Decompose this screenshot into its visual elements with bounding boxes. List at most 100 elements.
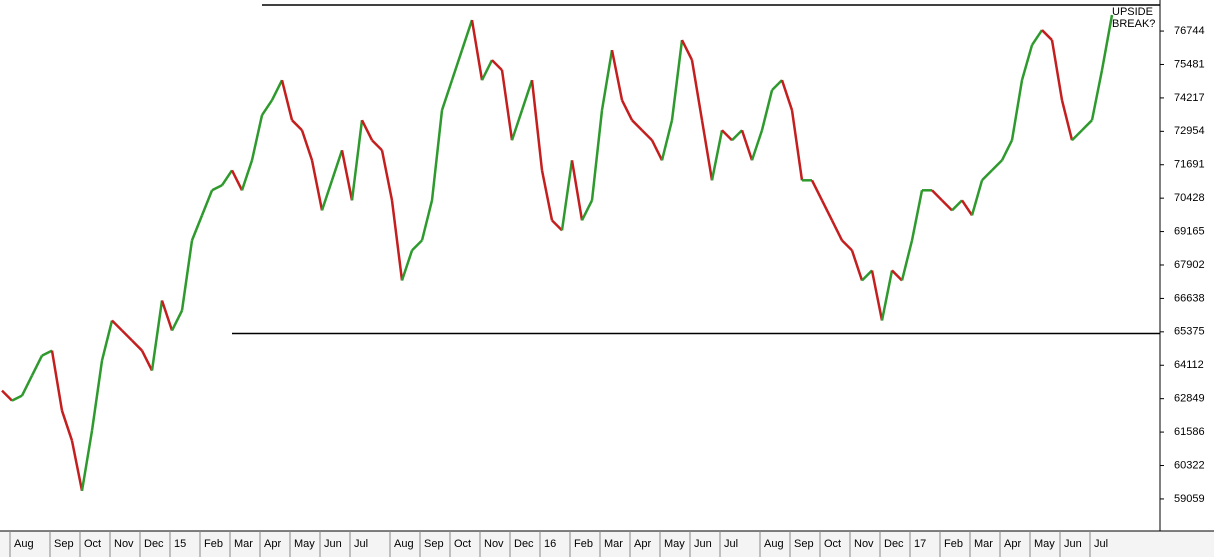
- price-segment: [740, 129, 754, 161]
- price-segment: [650, 139, 664, 161]
- price-segment: [960, 199, 974, 217]
- price-segment: [560, 160, 574, 231]
- price-segment: [1071, 129, 1083, 142]
- price-segment: [121, 329, 133, 342]
- price-segment: [931, 189, 943, 202]
- price-segment: [491, 59, 503, 71]
- x-tick-label: Apr: [634, 538, 651, 550]
- price-segment: [530, 79, 544, 171]
- x-tick-label: Sep: [794, 538, 814, 550]
- price-segment: [400, 250, 414, 281]
- price-segment: [910, 190, 924, 241]
- price-segment: [160, 300, 174, 331]
- x-tick-label: Jun: [694, 538, 712, 550]
- price-segment: [771, 79, 783, 92]
- y-tick-label: 69165: [1174, 225, 1205, 237]
- x-tick-label: Apr: [264, 538, 281, 550]
- price-segment: [731, 129, 743, 142]
- x-tick-label: Jul: [724, 538, 738, 550]
- price-segment: [291, 119, 303, 132]
- price-segment: [1050, 39, 1064, 101]
- price-segment: [900, 240, 914, 281]
- price-segment: [180, 240, 194, 311]
- price-segment: [1010, 79, 1024, 141]
- x-tick-label: Mar: [234, 538, 253, 550]
- x-tick-label: 16: [544, 538, 556, 550]
- price-segment: [270, 79, 284, 101]
- price-segment: [690, 59, 704, 121]
- price-segment: [1000, 139, 1014, 161]
- x-tick-label: Feb: [944, 538, 963, 550]
- price-segment: [80, 430, 94, 491]
- y-tick-label: 60322: [1174, 459, 1205, 471]
- price-segment: [1030, 29, 1044, 46]
- y-tick-label: 64112: [1174, 359, 1204, 371]
- price-segment: [680, 39, 694, 61]
- price-segment: [1060, 99, 1074, 141]
- x-tick-label: Oct: [824, 538, 841, 550]
- price-segment: [140, 350, 154, 372]
- x-tick-label: Mar: [604, 538, 623, 550]
- price-segment: [941, 199, 953, 212]
- y-tick-label: 75481: [1174, 58, 1205, 70]
- y-tick-label: 72954: [1174, 125, 1205, 137]
- y-tick-label: 76744: [1174, 25, 1205, 37]
- price-segment: [1020, 44, 1034, 81]
- price-segment: [540, 170, 554, 221]
- price-segment: [320, 179, 334, 211]
- price-segment: [1041, 29, 1053, 41]
- price-segment: [1081, 119, 1093, 132]
- price-segment: [991, 159, 1003, 172]
- annotation: BREAK?: [1112, 18, 1155, 30]
- x-tick-label: Mar: [974, 538, 993, 550]
- price-segment: [310, 160, 324, 211]
- price-segment: [230, 169, 244, 191]
- y-tick-label: 65375: [1174, 326, 1205, 338]
- price-segment: [870, 270, 884, 321]
- x-tick-label: Aug: [764, 538, 784, 550]
- price-segment: [20, 375, 34, 397]
- price-segment: [590, 110, 604, 201]
- x-tick-label: Oct: [84, 538, 101, 550]
- price-segment: [190, 214, 204, 241]
- price-segment: [100, 320, 114, 361]
- price-segment: [411, 239, 423, 252]
- price-segment: [780, 79, 794, 111]
- price-segment: [721, 129, 733, 142]
- price-segment: [830, 219, 844, 241]
- price-segment: [170, 309, 184, 332]
- x-tick-label: Sep: [424, 538, 444, 550]
- x-tick-label: Aug: [14, 538, 34, 550]
- price-segment: [610, 49, 624, 101]
- price-segment: [450, 49, 464, 81]
- price-segment: [390, 200, 404, 281]
- price-segment: [631, 119, 643, 132]
- x-tick-label: May: [294, 538, 315, 550]
- x-tick-label: 15: [174, 538, 186, 550]
- price-segment: [250, 114, 264, 161]
- price-segment: [700, 119, 714, 181]
- price-segment: [90, 360, 104, 431]
- price-segment: [1090, 69, 1104, 121]
- price-segment: [260, 99, 274, 116]
- price-segment: [580, 199, 594, 221]
- price-segment: [30, 355, 44, 377]
- y-tick-label: 62849: [1174, 393, 1205, 405]
- price-segment: [280, 79, 294, 121]
- price-segment: [1100, 14, 1114, 71]
- price-segment: [660, 119, 674, 161]
- price-segment: [760, 89, 774, 131]
- price-segment: [240, 159, 254, 191]
- price-segment: [41, 349, 53, 357]
- price-segment: [620, 99, 634, 121]
- x-tick-label: Jul: [1094, 538, 1108, 550]
- price-segment: [50, 350, 64, 411]
- price-segment: [810, 179, 824, 201]
- x-tick-label: Nov: [114, 538, 134, 550]
- price-segment: [641, 129, 653, 142]
- x-tick-label: Nov: [854, 538, 874, 550]
- price-segment: [1, 389, 13, 402]
- x-tick-label: Dec: [144, 538, 164, 550]
- price-segment: [850, 250, 864, 281]
